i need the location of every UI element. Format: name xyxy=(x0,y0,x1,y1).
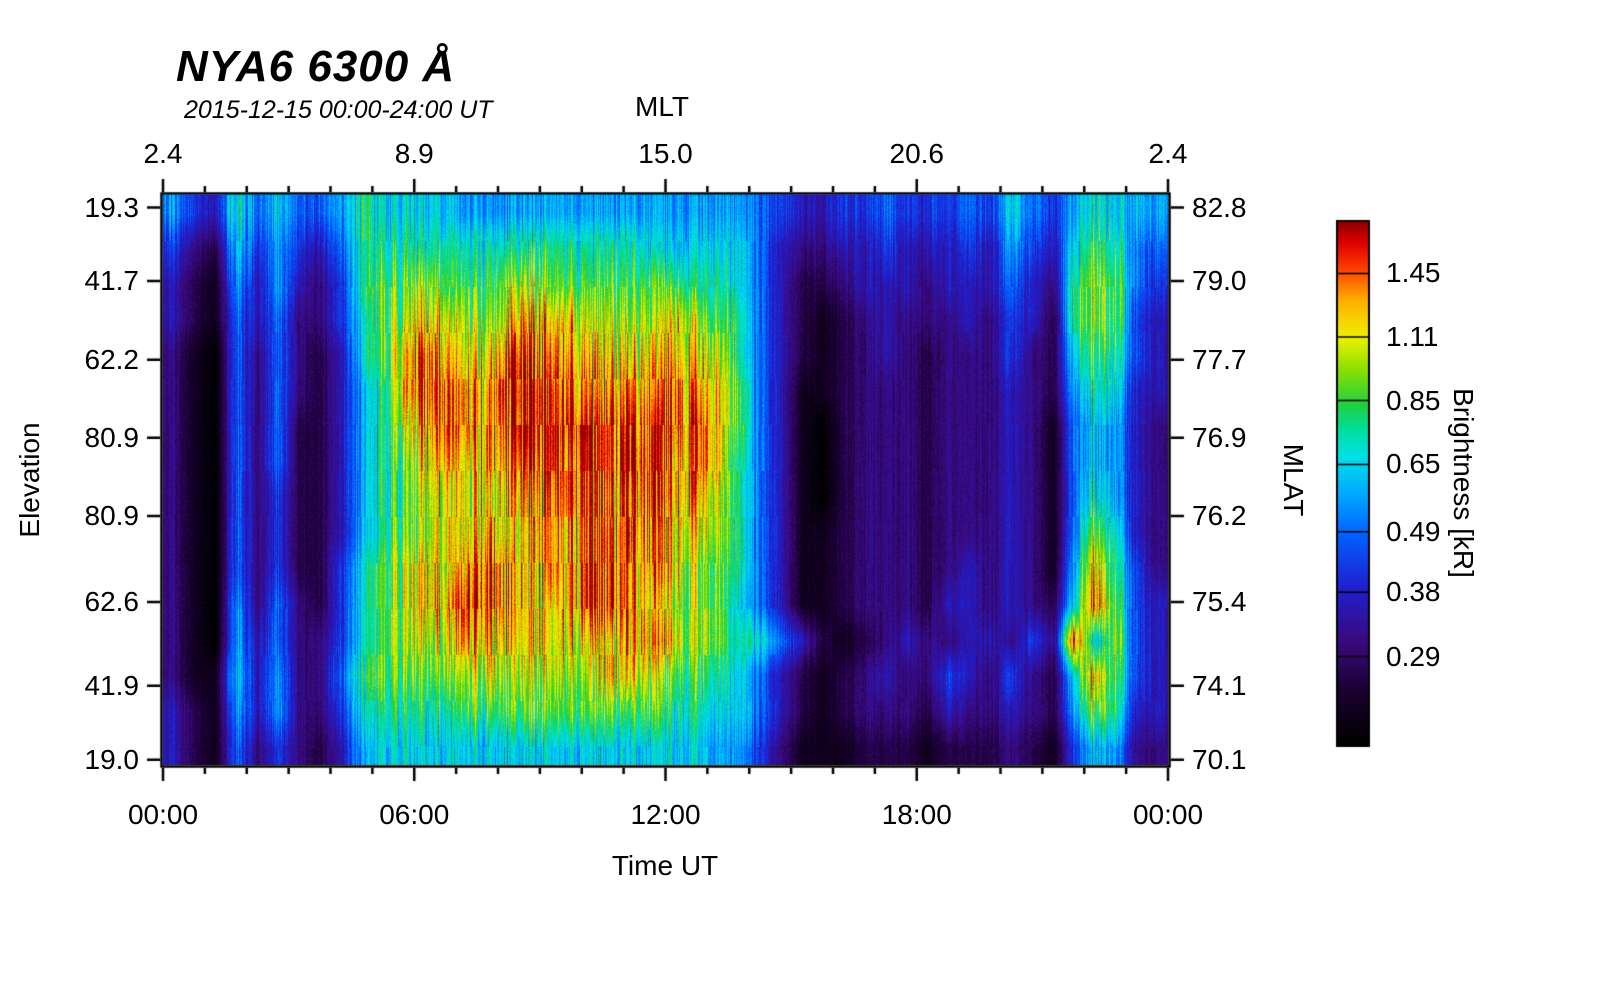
mlt-tick-label: 2.4 xyxy=(143,138,183,169)
mlat-axis-title: MLAT xyxy=(1278,443,1309,517)
mlat-tick-label: 76.9 xyxy=(1192,421,1247,453)
elevation-tick-label: 62.2 xyxy=(84,343,140,375)
figure-subtitle: 2015-12-15 00:00-24:00 UT xyxy=(184,96,493,124)
time-tick-label: 18:00 xyxy=(881,799,952,830)
time-tick-label: 00:00 xyxy=(1132,799,1204,830)
colorbar-tick-label: 0.85 xyxy=(1386,384,1441,416)
elevation-tick-label: 62.6 xyxy=(84,585,140,617)
time-tick-label: 06:00 xyxy=(379,799,450,830)
colorbar-tick-label: 1.11 xyxy=(1386,321,1439,353)
mlt-tick-label: 20.6 xyxy=(889,138,945,169)
mlat-tick-label: 77.7 xyxy=(1192,343,1247,375)
colorbar-tick-label: 0.38 xyxy=(1386,576,1441,608)
figure-title: NYA6 6300 Å xyxy=(176,42,456,91)
elevation-tick-label: 80.9 xyxy=(84,499,140,531)
colorbar-tick-label: 1.45 xyxy=(1386,257,1441,289)
colorbar-tick-label: 0.65 xyxy=(1386,448,1441,480)
colorbar-tick-label: 0.49 xyxy=(1386,515,1441,547)
colorbar-tick-label: 0.29 xyxy=(1386,640,1441,672)
elevation-tick-label: 41.9 xyxy=(84,669,140,701)
mlat-tick-label: 76.2 xyxy=(1192,499,1247,531)
mlt-tick-label: 15.0 xyxy=(638,138,693,169)
elevation-tick-label: 19.0 xyxy=(84,743,140,775)
elevation-axis-title: Elevation xyxy=(14,422,45,538)
mlt-axis-title: MLT xyxy=(635,91,689,122)
elevation-tick-label: 41.7 xyxy=(84,265,140,297)
mlat-tick-label: 70.1 xyxy=(1192,743,1247,775)
mlt-tick-label: 2.4 xyxy=(1148,138,1188,169)
time-tick-label: 12:00 xyxy=(630,799,701,830)
elevation-tick-label: 19.3 xyxy=(84,191,140,223)
time-tick-label: 00:00 xyxy=(127,799,199,830)
elevation-tick-label: 80.9 xyxy=(84,421,140,453)
mlat-tick-label: 75.4 xyxy=(1192,585,1247,617)
colorbar-title: Brightness [kR] xyxy=(1448,388,1479,578)
mlat-tick-label: 79.0 xyxy=(1192,265,1247,297)
mlt-tick-label: 8.9 xyxy=(394,138,434,169)
mlat-tick-label: 82.8 xyxy=(1192,191,1247,223)
mlat-tick-label: 74.1 xyxy=(1192,669,1247,701)
time-axis-title: Time UT xyxy=(611,850,719,881)
